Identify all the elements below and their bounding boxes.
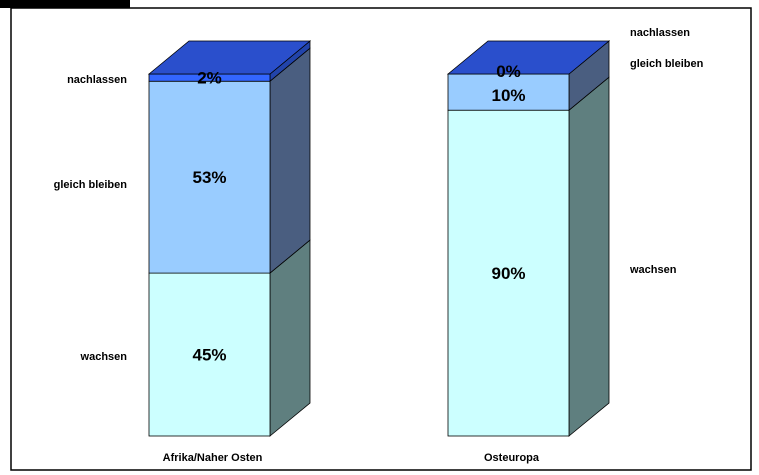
series-label-right-gleich-bleiben: gleich bleiben	[630, 58, 704, 70]
bar-osteuropa-gleich-bleiben	[447, 73, 570, 111]
value-label-osteuropa-wachsen: 90%	[491, 264, 525, 283]
series-label-left-wachsen: wachsen	[80, 351, 128, 363]
category-label-osteuropa: Osteuropa	[484, 452, 540, 464]
bar-osteuropa-wachsen	[447, 109, 570, 437]
bar-osteuropa-wachsen-side	[568, 76, 610, 437]
series-label-left-gleich-bleiben: gleich bleiben	[54, 179, 128, 191]
bar-afrika-gleich-bleiben	[148, 80, 271, 274]
series-label-left-nachlassen: nachlassen	[67, 74, 127, 86]
bar-afrika-top-face	[147, 40, 312, 75]
bar-afrika-gleich-bleiben-side	[269, 47, 311, 274]
value-label-osteuropa-nachlassen: 0%	[496, 62, 521, 81]
series-label-right-wachsen: wachsen	[629, 264, 677, 276]
value-label-afrika-gleich-bleiben: 53%	[192, 168, 226, 187]
series-label-right-nachlassen: nachlassen	[630, 27, 690, 39]
bar-osteuropa-top-face	[446, 40, 611, 75]
plot-area-border	[10, 7, 752, 471]
cropped-title-fragment	[0, 0, 130, 8]
bar-afrika-wachsen-side	[269, 239, 311, 437]
value-label-osteuropa-gleich-bleiben: 10%	[491, 86, 525, 105]
value-label-afrika-wachsen: 45%	[192, 346, 226, 365]
value-label-afrika-nachlassen: 2%	[197, 69, 222, 88]
category-label-afrika: Afrika/Naher Osten	[163, 452, 263, 464]
